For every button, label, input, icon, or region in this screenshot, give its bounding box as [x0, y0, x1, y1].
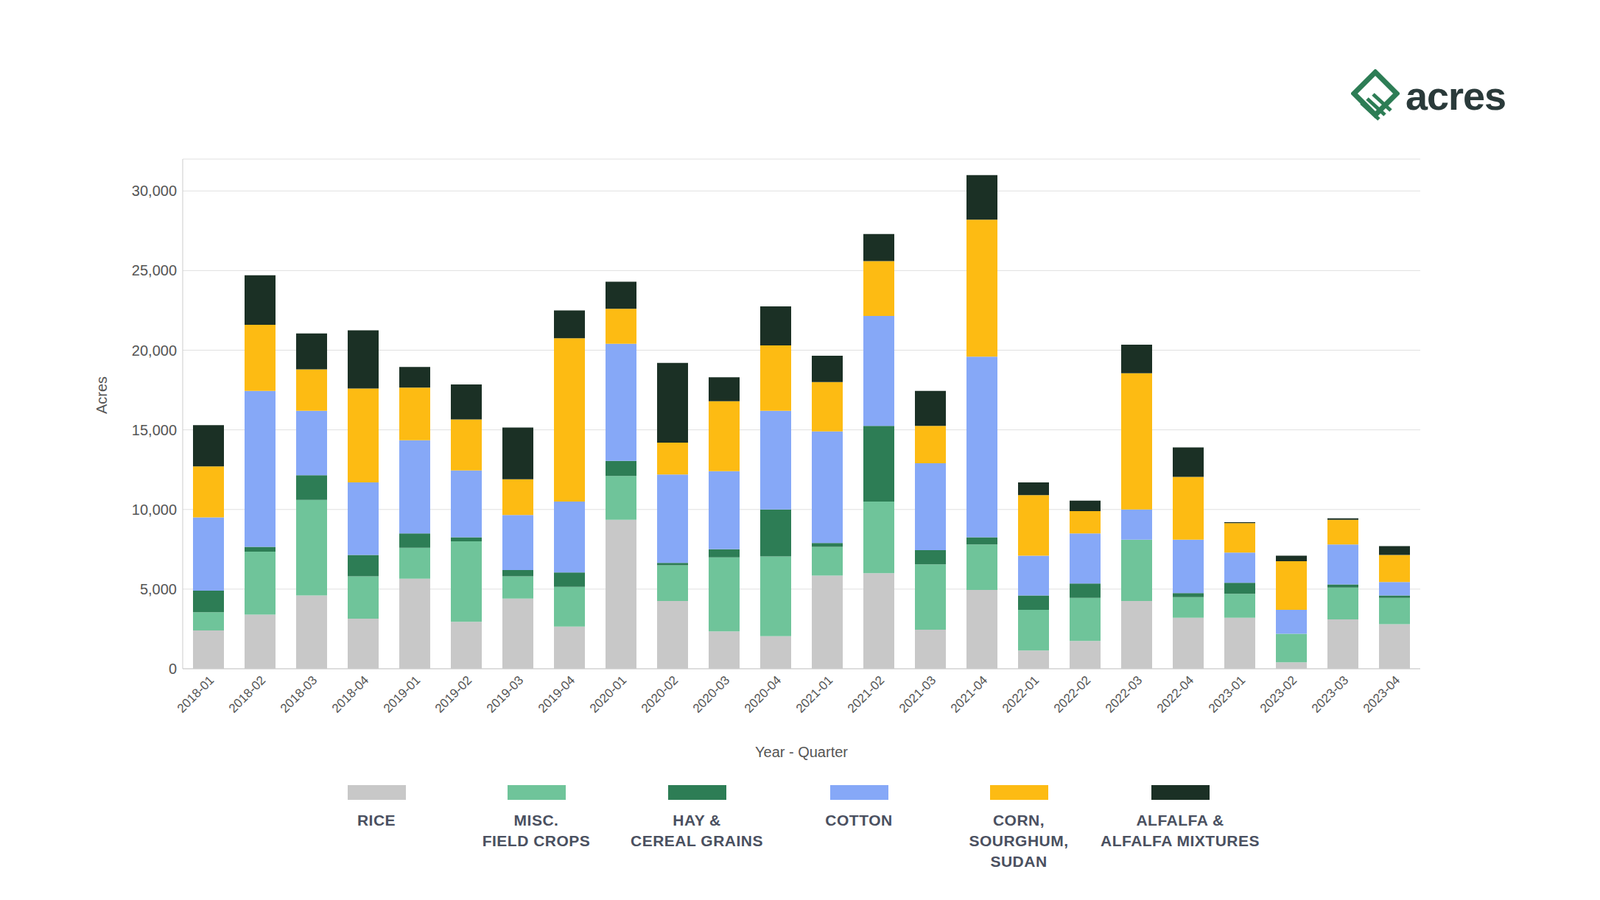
svg-text:2019-02: 2019-02 — [432, 673, 476, 717]
svg-text:2018-02: 2018-02 — [226, 673, 269, 717]
svg-text:15,000: 15,000 — [131, 422, 177, 439]
svg-text:2023-02: 2023-02 — [1257, 673, 1301, 717]
svg-text:2021-03: 2021-03 — [896, 673, 940, 717]
html-text:ALFALFA & ALFALFA MIXTURES: ALFALFA & ALFALFA MIXTURES — [1100, 811, 1260, 850]
svg-text:2021-02: 2021-02 — [844, 673, 888, 717]
svg-text:0: 0 — [168, 660, 177, 677]
svg-text:10,000: 10,000 — [131, 501, 177, 518]
svg-text:25,000: 25,000 — [131, 262, 177, 279]
html-text:MISC. FIELD CROPS: MISC. FIELD CROPS — [482, 811, 591, 850]
svg-text:2020-02: 2020-02 — [638, 673, 682, 717]
svg-text:2020-01: 2020-01 — [587, 673, 630, 717]
svg-text:2022-01: 2022-01 — [999, 673, 1043, 717]
svg-text:20,000: 20,000 — [131, 342, 177, 359]
svg-text:Year - Quarter: Year - Quarter — [755, 744, 848, 761]
html-text:acres: acres — [1405, 73, 1506, 118]
svg-text:2023-04: 2023-04 — [1360, 673, 1404, 717]
svg-text:2019-03: 2019-03 — [483, 673, 527, 717]
html-text:COTTON: COTTON — [825, 811, 893, 829]
html-text:HAY & CEREAL GRAINS: HAY & CEREAL GRAINS — [630, 811, 764, 850]
html-text:RICE: RICE — [357, 811, 396, 829]
svg-text:2023-03: 2023-03 — [1309, 673, 1352, 717]
svg-text:2018-01: 2018-01 — [174, 673, 218, 717]
svg-text:2018-03: 2018-03 — [277, 673, 321, 717]
svg-text:2022-03: 2022-03 — [1102, 673, 1146, 717]
svg-text:2023-01: 2023-01 — [1205, 673, 1249, 717]
svg-text:Acres: Acres — [93, 376, 110, 414]
svg-text:2020-04: 2020-04 — [741, 673, 785, 717]
svg-text:2020-03: 2020-03 — [690, 673, 733, 717]
svg-text:2022-02: 2022-02 — [1051, 673, 1094, 717]
svg-text:2021-04: 2021-04 — [948, 673, 991, 717]
svg-text:30,000: 30,000 — [131, 182, 177, 199]
svg-text:5,000: 5,000 — [139, 581, 177, 598]
svg-text:2022-04: 2022-04 — [1154, 673, 1198, 717]
svg-text:2021-01: 2021-01 — [793, 673, 837, 717]
html-text:CORN, SOURGHUM, SUDAN: CORN, SOURGHUM, SUDAN — [968, 811, 1069, 870]
svg-text:2019-04: 2019-04 — [535, 673, 579, 717]
svg-text:2018-04: 2018-04 — [329, 673, 373, 717]
svg-text:2019-01: 2019-01 — [380, 673, 424, 717]
